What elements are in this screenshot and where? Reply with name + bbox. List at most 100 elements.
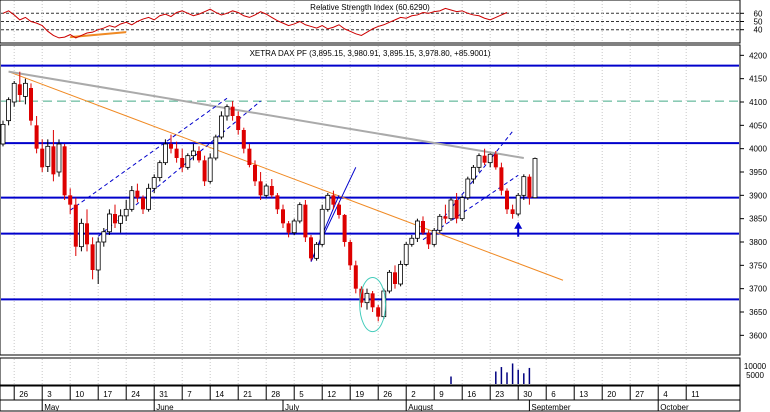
candle-body — [151, 177, 157, 189]
x-day-tick-label: 26 — [19, 390, 28, 399]
resistance-trendline — [8, 70, 524, 159]
candle-body — [135, 190, 140, 198]
candle-body — [376, 307, 381, 317]
candle-body — [470, 166, 476, 180]
candle-body — [174, 148, 179, 158]
volume-panel-frame — [0, 357, 741, 386]
x-day-tick-label: 7 — [187, 390, 192, 399]
price-y-ticks: 3600 3650 3700 3750 3800 3850 3900 3950 4000 4050… — [740, 51, 767, 340]
rsi-series-line — [2, 7, 508, 39]
x-month-ticks: May June July August September October — [41, 400, 689, 412]
candle-body — [370, 293, 375, 308]
candle-body — [348, 242, 353, 266]
candle-body — [437, 215, 443, 231]
candle-body — [303, 204, 308, 238]
x-month-tick-label: September — [531, 403, 570, 412]
candle-body — [101, 231, 107, 243]
candle-body — [247, 148, 252, 165]
candle-body — [421, 221, 425, 233]
candle-body — [17, 84, 22, 95]
rsi-y-tick-label: 50 — [754, 18, 763, 27]
candle-body — [202, 160, 207, 182]
candle-body — [403, 243, 409, 265]
candle-body — [218, 115, 224, 138]
candle-body — [409, 237, 415, 245]
candle-body — [230, 106, 235, 116]
candle-body — [107, 213, 112, 233]
candle-body — [263, 185, 269, 196]
candle-body — [157, 162, 163, 179]
candle-body — [56, 143, 62, 173]
candle-body — [459, 197, 465, 220]
candle-body — [476, 155, 482, 168]
x-day-tick-label: 3 — [47, 390, 52, 399]
candle-body — [11, 82, 17, 103]
price-y-tick-label: 4050 — [749, 121, 767, 130]
x-day-tick-label: 11 — [691, 390, 700, 399]
x-day-tick-label: 4 — [663, 390, 668, 399]
arrow-head — [514, 221, 523, 229]
price-y-tick-label: 3650 — [749, 308, 767, 317]
candle-body — [297, 204, 303, 222]
candle-body — [90, 244, 95, 270]
x-day-tick-label: 20 — [607, 390, 616, 399]
candle-body — [207, 157, 213, 182]
candle-body — [190, 150, 196, 157]
x-day-tick-label: 9 — [439, 390, 444, 399]
candle-body — [224, 106, 230, 117]
candle-body — [68, 195, 73, 205]
rsi-vertical-grid — [13, 1, 687, 42]
candle-body — [286, 223, 291, 233]
x-month-tick-label: July — [285, 403, 299, 412]
candle-body — [426, 232, 431, 245]
long-trendline — [8, 71, 564, 281]
rsi-y-tick-label: 60 — [754, 9, 763, 18]
candle-body — [22, 82, 28, 97]
price-y-tick-label: 3600 — [749, 331, 767, 340]
x-day-tick-label: 17 — [103, 390, 112, 399]
candle-body — [0, 124, 6, 145]
candle-body — [180, 158, 185, 168]
candle-body — [510, 209, 515, 214]
candle-body — [515, 194, 521, 215]
candle-body — [6, 99, 11, 122]
candle-body — [521, 176, 527, 196]
candle-body — [527, 176, 532, 198]
x-day-tick-label: 19 — [355, 390, 364, 399]
candle-body — [386, 271, 392, 292]
candle-body — [337, 204, 341, 215]
candle-body — [532, 158, 538, 199]
candle-body — [314, 243, 320, 259]
candle-body — [364, 292, 370, 304]
price-y-tick-label: 3700 — [749, 285, 767, 294]
candle-body — [40, 148, 45, 168]
candle-body — [431, 229, 437, 245]
x-day-tick-label: 26 — [383, 390, 392, 399]
volume-y-tick-label: 5000 — [746, 371, 764, 380]
x-axis: 26 3 10 17 24 31 7 14 21 28 5 12 19 26 2 9 16 23 30 6 13 20 27… — [0, 385, 741, 412]
candle-body — [241, 130, 246, 149]
candle-body — [398, 263, 404, 285]
highlight-ellipse — [359, 276, 386, 333]
x-day-tick-label: 16 — [467, 390, 476, 399]
candle-body — [414, 220, 420, 239]
annotations — [359, 221, 523, 333]
candle-body — [129, 190, 135, 210]
candle-body — [141, 197, 145, 210]
x-day-tick-label: 23 — [495, 390, 504, 399]
x-day-tick-label: 10 — [75, 390, 84, 399]
rsi-title: Relative Strength Index (60.6290) — [310, 3, 430, 12]
horizontal-levels — [1, 64, 739, 301]
candle-body — [448, 199, 454, 220]
price-y-tick-label: 3750 — [749, 261, 767, 270]
candle-body — [342, 214, 347, 242]
price-y-tick-label: 4100 — [749, 98, 767, 107]
candle-body — [62, 146, 67, 196]
price-y-tick-label: 4150 — [749, 75, 767, 84]
candle-body — [291, 220, 297, 234]
candle-body — [45, 145, 51, 167]
candle-body — [34, 125, 39, 149]
channel-line — [439, 131, 513, 223]
